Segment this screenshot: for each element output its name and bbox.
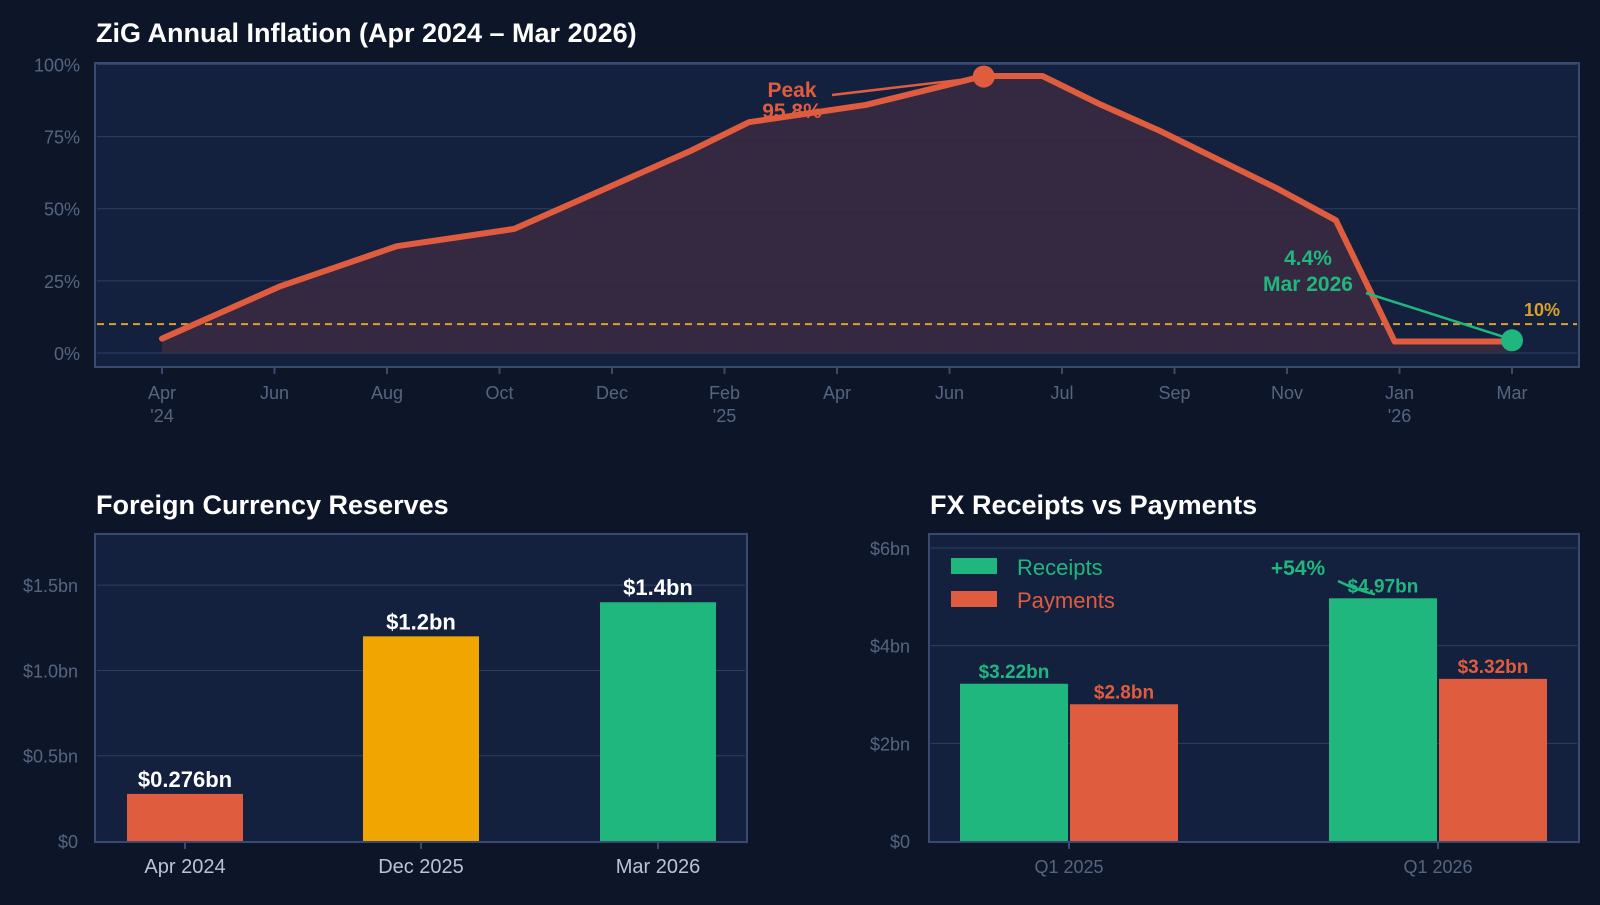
inflation-y-tick-label: 75% — [44, 128, 80, 148]
fx-bar-receipts — [960, 684, 1068, 841]
fx-y-tick-label: $4bn — [870, 637, 910, 657]
reserves-y-tick-label: $0.5bn — [23, 747, 78, 767]
legend-label-receipts: Receipts — [1017, 555, 1103, 580]
inflation-x-tick-label: Sep — [1158, 383, 1190, 403]
reserves-bar — [363, 636, 479, 841]
inflation-y-tick-label: 50% — [44, 200, 80, 220]
peak-annotation-value: 95.8% — [762, 100, 822, 123]
fx-chart-title: FX Receipts vs Payments — [930, 490, 1257, 520]
reserves-bar-value-label: $1.4bn — [623, 575, 693, 600]
inflation-x-tick-label: Dec — [596, 383, 628, 403]
inflation-x-tick-label: Apr — [823, 383, 851, 403]
fx-x-tick-label: Q1 2026 — [1403, 857, 1472, 877]
inflation-x-tick-label: Feb — [709, 383, 740, 403]
reserves-bar-value-label: $0.276bn — [138, 767, 232, 792]
inflation-x-tick-label: Aug — [371, 383, 403, 403]
inflation-x-tick-label: Jun — [260, 383, 289, 403]
latest-annotation-value: 4.4% — [1284, 247, 1332, 270]
fx-x-tick-label: Q1 2025 — [1034, 857, 1103, 877]
inflation-x-tick-label: Oct — [485, 383, 513, 403]
inflation-y-tick-label: 25% — [44, 272, 80, 292]
fx-bar-payments — [1070, 704, 1178, 841]
reference-line-label: 10% — [1524, 300, 1560, 320]
inflation-y-tick-label: 100% — [34, 55, 80, 75]
fx-receipts-payments-chart: FX Receipts vs Payments $0 $2bn $4bn $6bn $… — [870, 490, 1579, 877]
reserves-x-tick-label: Dec 2025 — [378, 856, 464, 878]
legend-swatch-payments — [951, 591, 997, 607]
reserves-x-tick-label: Mar 2026 — [616, 856, 701, 878]
inflation-x-tick-label: Nov — [1271, 383, 1303, 403]
reserves-bar-value-label: $1.2bn — [386, 609, 456, 634]
inflation-x-tick-year: '24 — [150, 406, 173, 426]
reserves-chart-title: Foreign Currency Reserves — [96, 490, 449, 520]
fx-y-tick-label: $6bn — [870, 539, 910, 559]
inflation-x-tick-label: Jun — [935, 383, 964, 403]
fx-y-tick-label: $0 — [890, 832, 910, 852]
peak-marker — [973, 66, 995, 88]
fx-bar-receipts — [1329, 598, 1437, 841]
inflation-x-tick-label: Apr — [148, 383, 176, 403]
growth-annotation: +54% — [1271, 557, 1326, 580]
fx-bar-value-label: $4.97bn — [1348, 576, 1419, 597]
fx-bar-value-label: $3.32bn — [1458, 657, 1529, 678]
inflation-x-tick-year: '26 — [1388, 406, 1411, 426]
fx-bar-payments — [1439, 679, 1547, 841]
reserves-bar-chart: Foreign Currency Reserves $0 $0.5bn $1.0bn… — [23, 490, 747, 878]
legend-label-payments: Payments — [1017, 588, 1115, 613]
latest-annotation-date: Mar 2026 — [1263, 273, 1353, 296]
inflation-y-tick-label: 0% — [54, 344, 80, 364]
fx-bar-value-label: $3.22bn — [979, 662, 1050, 683]
latest-marker — [1501, 329, 1523, 351]
reserves-x-tick-label: Apr 2024 — [144, 856, 225, 878]
fx-y-tick-label: $2bn — [870, 734, 910, 754]
reserves-y-tick-label: $0 — [58, 832, 78, 852]
inflation-x-tick-label: Jan — [1385, 383, 1414, 403]
inflation-x-tick-label: Jul — [1050, 383, 1073, 403]
reserves-y-tick-label: $1.0bn — [23, 661, 78, 681]
peak-annotation-label: Peak — [767, 79, 816, 102]
fx-bar-value-label: $2.8bn — [1094, 682, 1154, 703]
inflation-line-chart: ZiG Annual Inflation (Apr 2024 – Mar 202… — [34, 18, 1579, 426]
reserves-bar — [600, 602, 716, 841]
reserves-y-tick-label: $1.5bn — [23, 576, 78, 596]
inflation-x-tick-label: Mar — [1497, 383, 1528, 403]
reserves-bar — [127, 794, 243, 841]
inflation-x-tick-year: '25 — [713, 406, 736, 426]
legend-swatch-receipts — [951, 558, 997, 574]
inflation-chart-title: ZiG Annual Inflation (Apr 2024 – Mar 202… — [96, 18, 637, 48]
